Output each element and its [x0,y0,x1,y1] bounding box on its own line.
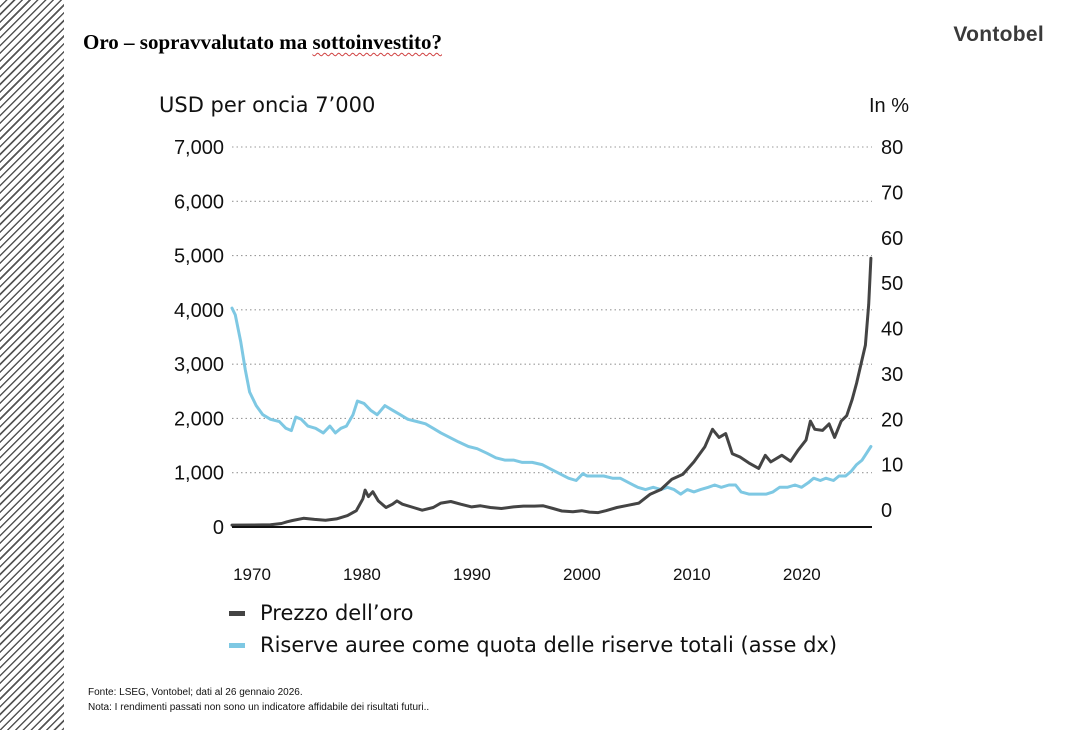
y-right-tick-label: 70 [881,182,903,204]
y-left-tick-label: 3,000 [174,354,224,376]
reserves-share-line [230,306,873,496]
title-prefix: Oro – sopravvalutato ma [83,30,313,54]
legend-item-gold-price: Prezzo dell’oro [229,601,413,625]
x-tick-label: 2020 [783,565,821,584]
legend-label-gold-price: Prezzo dell’oro [260,601,414,625]
y-axis-left-label: USD per oncia 7’000 [159,93,375,117]
title-underlined-word: sottoinvestito? [312,30,442,54]
x-tick-label: 1970 [233,565,271,584]
y-left-tick-label: 5,000 [174,246,224,268]
y-left-tick-label: 4,000 [174,300,224,322]
slide-title: Oro – sopravvalutato ma sottoinvestito? [83,30,442,55]
y-left-tick-label: 1,000 [174,463,224,485]
x-tick-label: 2010 [673,565,711,584]
y-right-tick-label: 10 [881,455,903,477]
y-right-tick-label: 40 [881,319,903,341]
y-right-tick-label: 0 [881,500,892,522]
tick-labels: 0 1,000 2,000 3,000 4,000 5,000 6,000 7,000 0 10 2… [174,137,903,584]
legend-item-reserves-share: Riserve auree come quota delle riserve t… [229,633,837,657]
y-right-tick-label: 20 [881,409,903,431]
series-lines [230,256,873,527]
legend-swatch-reserves-share [229,642,245,648]
x-tick-label: 2000 [563,565,601,584]
y-right-tick-label: 30 [881,364,903,386]
legend-label-reserves-share: Riserve auree come quota delle riserve t… [260,633,838,657]
gold-chart: 0 1,000 2,000 3,000 4,000 5,000 6,000 7,000 0 10 2… [159,93,909,584]
y-right-tick-label: 50 [881,273,903,295]
y-left-tick-label: 0 [213,517,224,539]
brand-logo: Vontobel [953,23,1044,46]
footnote-source: Fonte: LSEG, Vontobel; dati al 26 gennai… [88,687,303,698]
legend-swatch-gold-price [229,610,245,616]
x-tick-label: 1990 [453,565,491,584]
decorative-hatch-band [0,0,64,730]
x-tick-label: 1980 [343,565,381,584]
y-axis-right-label: In % [869,95,909,117]
y-left-tick-label: 7,000 [174,137,224,159]
y-left-tick-label: 2,000 [174,408,224,430]
y-left-tick-label: 6,000 [174,191,224,213]
footnote-disclaimer: Nota: I rendimenti passati non sono un i… [88,702,430,713]
y-right-tick-label: 80 [881,137,903,159]
gold-price-line [230,256,873,527]
y-right-tick-label: 60 [881,228,903,250]
grid-lines [232,146,872,474]
